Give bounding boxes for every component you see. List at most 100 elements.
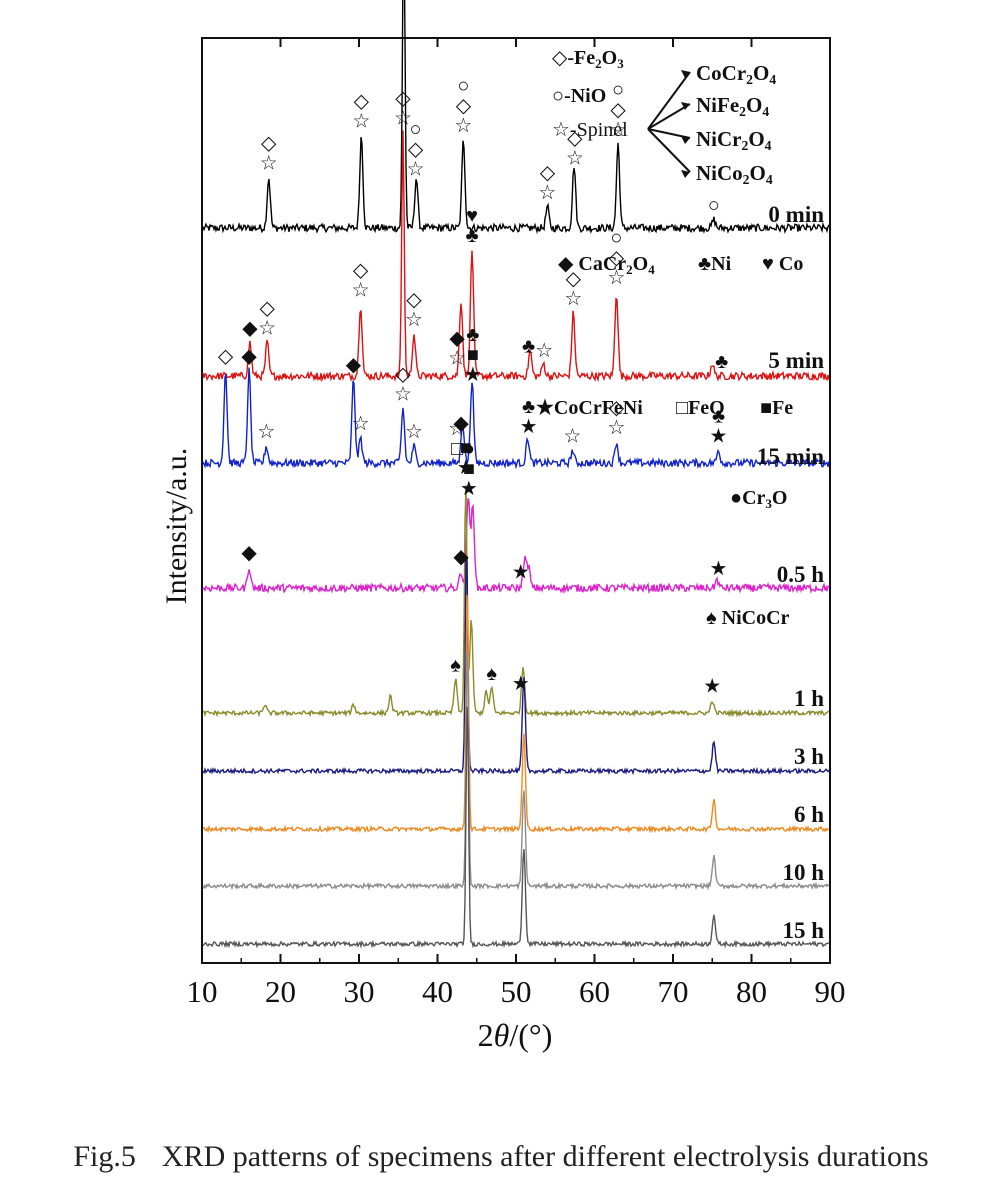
peak-marker: ☆ bbox=[535, 340, 553, 362]
peak-marker: ☆ bbox=[352, 280, 370, 302]
peak-marker: ★ bbox=[520, 416, 538, 438]
x-tick-label: 80 bbox=[736, 974, 767, 1009]
series-label: 0 min bbox=[768, 202, 824, 227]
peak-marker: ☆ bbox=[352, 111, 370, 133]
legend-layer: ◇-Fe2O3 ○-NiO ☆-Spinel CoCr2O4 NiFe2O4 NiCr2O… bbox=[536, 47, 803, 629]
peak-marker: ◇ bbox=[540, 162, 556, 184]
peak-marker: ◇ bbox=[408, 139, 424, 161]
peak-marker: ◇ bbox=[395, 87, 411, 109]
peak-marker: ◆ bbox=[453, 546, 469, 568]
peak-marker: ☆ bbox=[454, 115, 472, 137]
legend-co: ♥ Co bbox=[762, 253, 803, 275]
peak-marker: ★ bbox=[457, 457, 475, 479]
series-label: 1 h bbox=[794, 686, 824, 711]
figure-caption: Fig.5 XRD patterns of specimens after dif… bbox=[0, 1140, 1002, 1174]
series-label: 6 h bbox=[794, 802, 824, 827]
y-axis-label: Intensity/a.u. bbox=[160, 448, 193, 605]
peak-marker: ☆ bbox=[608, 417, 626, 439]
legend-cacr2o4: ◆ CaCr2O4 bbox=[558, 253, 655, 277]
caption-text: XRD patterns of specimens after differen… bbox=[162, 1140, 929, 1173]
x-tick-label: 20 bbox=[265, 974, 296, 1009]
peak-marker: ☆ bbox=[260, 153, 278, 175]
peak-marker: ◆ bbox=[346, 354, 362, 376]
peak-marker: ◆ bbox=[449, 328, 465, 350]
peak-marker: ○ bbox=[708, 195, 720, 217]
peak-marker: ★ bbox=[464, 364, 482, 386]
legend-spinel: ☆-Spinel bbox=[552, 119, 628, 141]
peak-marker: ♠ bbox=[450, 654, 461, 676]
peak-marker: ◆ bbox=[242, 317, 258, 339]
peak-marker: ◇ bbox=[610, 99, 626, 121]
peak-marker: ○ bbox=[457, 75, 469, 97]
legend-cocrfeni: ★CoCrFeNi bbox=[536, 397, 643, 419]
legend-cr3o: ●Cr3O bbox=[730, 487, 787, 511]
peak-marker: ☆ bbox=[564, 425, 582, 447]
peak-marker: ◇ bbox=[259, 297, 275, 319]
peak-marker: ◇ bbox=[406, 289, 422, 311]
peak-marker: ☆ bbox=[566, 147, 584, 169]
series-label: 15 h bbox=[782, 918, 824, 943]
series-line-15-min bbox=[203, 368, 829, 467]
peak-marker: ♣ bbox=[465, 225, 478, 247]
peak-marker: ★ bbox=[512, 673, 530, 695]
legend-feo: □FeO bbox=[676, 397, 725, 419]
peak-marker: ★ bbox=[703, 675, 721, 697]
legend-fe2o3: ◇-Fe2O3 bbox=[552, 47, 624, 71]
series-label: 5 min bbox=[768, 348, 824, 373]
x-tick-label: 40 bbox=[422, 974, 453, 1009]
caption-label: Fig.5 bbox=[73, 1140, 136, 1173]
peak-marker: ☆ bbox=[352, 413, 370, 435]
legend-spinel-member: NiCo2O4 bbox=[696, 161, 773, 187]
peak-marker: ☆ bbox=[564, 288, 582, 310]
x-axis-label: 2θ/(°) bbox=[478, 1017, 553, 1053]
peak-marker: ☆ bbox=[407, 159, 425, 181]
peak-marker: ☆ bbox=[405, 421, 423, 443]
peak-marker: ☆ bbox=[394, 107, 412, 129]
peak-marker: ◇ bbox=[218, 346, 234, 368]
peak-marker: ◇ bbox=[261, 133, 277, 155]
peak-marker: ◆ bbox=[241, 542, 257, 564]
peak-marker: ◇ bbox=[456, 95, 472, 117]
legend-nicocr: ♠ NiCoCr bbox=[706, 607, 790, 629]
legend-spinel-member: NiCr2O4 bbox=[696, 127, 772, 153]
peak-marker: ★ bbox=[460, 478, 478, 500]
peak-marker: ♣ bbox=[522, 396, 535, 418]
xrd-chart: 0 min 5 min 15 min 0.5 h 1 h 3 h 6 h 10 h 15 h ◇… bbox=[0, 0, 1002, 1130]
peak-marker: ★ bbox=[512, 562, 530, 584]
series-label: 10 h bbox=[782, 860, 824, 885]
series-label: 3 h bbox=[794, 744, 824, 769]
x-tick-label: 30 bbox=[344, 974, 375, 1009]
peak-marker: ◆ bbox=[453, 413, 469, 435]
axes-layer: 2θ/(°) Intensity/a.u. 10 20 30 40 50 60 70 80 90 bbox=[160, 38, 846, 1053]
peak-marker: ♥ bbox=[466, 205, 478, 227]
legend-spinel-member: CoCr2O4 bbox=[696, 61, 776, 87]
peak-marker-layer: ◇☆◇☆◇☆○◇☆○◇☆◇☆◇☆○◇☆○◆◇☆◇☆◇☆◇☆◆☆♥♣♣☆◇☆○◇☆… bbox=[218, 0, 728, 697]
peak-marker: ☆ bbox=[257, 421, 275, 443]
peak-marker: ■ bbox=[460, 437, 472, 459]
x-tick-label: 70 bbox=[658, 974, 689, 1009]
legend-nio: ○-NiO bbox=[552, 85, 606, 107]
peak-marker: ■ bbox=[467, 344, 479, 366]
peak-marker: ★ bbox=[710, 425, 728, 447]
peak-marker: ♠ bbox=[486, 663, 497, 685]
legend-spinel-member: NiFe2O4 bbox=[696, 93, 769, 119]
legend-arrow bbox=[648, 104, 690, 129]
peak-marker: ◇ bbox=[354, 91, 370, 113]
peak-marker: ♣ bbox=[715, 351, 728, 373]
legend-arrow bbox=[648, 129, 690, 172]
x-tick-label: 60 bbox=[579, 974, 610, 1009]
peak-marker: ◆ bbox=[241, 346, 257, 368]
peak-marker: ○ bbox=[612, 79, 624, 101]
peak-marker: ♣ bbox=[522, 336, 535, 358]
peak-marker: ○ bbox=[610, 227, 622, 249]
peak-marker: ◇ bbox=[353, 260, 369, 282]
peak-marker: ☆ bbox=[405, 309, 423, 331]
series-label: 15 min bbox=[757, 444, 824, 469]
peak-marker: ☆ bbox=[394, 383, 412, 405]
peak-marker: ♣ bbox=[466, 324, 479, 346]
x-tick-label: 10 bbox=[187, 974, 218, 1009]
series-label: 0.5 h bbox=[777, 562, 825, 587]
peak-marker: ◇ bbox=[395, 363, 411, 385]
peak-marker: ☆ bbox=[538, 182, 556, 204]
peak-marker: ★ bbox=[710, 558, 728, 580]
